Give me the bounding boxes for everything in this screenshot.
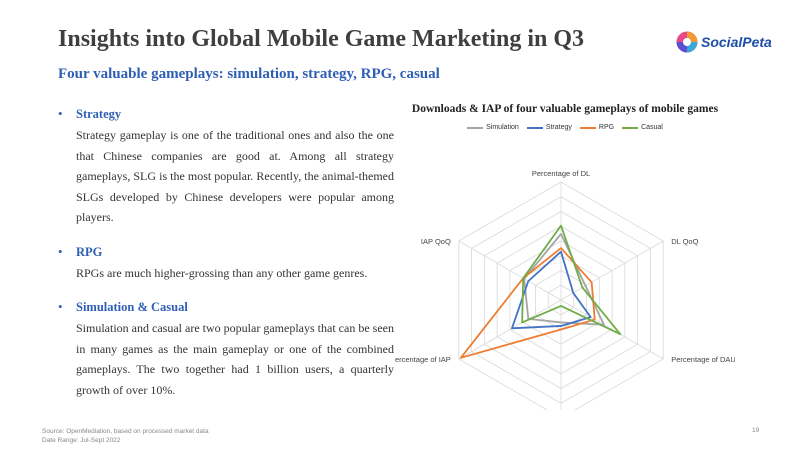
radar-axis-label: Percentage of DAU <box>671 355 735 364</box>
radar-axis-label: DL QoQ <box>671 237 698 246</box>
radar-axis-label: Percentage of DL <box>532 169 590 178</box>
radar-spoke <box>560 240 664 301</box>
legend-item-strategy: Strategy <box>526 124 572 131</box>
source-note: Source: OpenMediation, based on processe… <box>42 428 209 435</box>
radar-series-casual <box>521 224 622 336</box>
radar-axis-label: Percentage of IAP <box>395 355 451 364</box>
radar-series-simulation <box>523 233 605 326</box>
section-body: Strategy gameplay is one of the traditio… <box>76 128 394 224</box>
radar-spoke <box>458 299 562 360</box>
logo-text: SocialPeta <box>701 34 772 50</box>
legend-swatch <box>526 126 543 129</box>
section-strategy: • Strategy Strategy gameplay is one of t… <box>58 106 394 228</box>
legend-item-casual: Casual <box>622 124 663 131</box>
section-title: Simulation & Casual <box>76 300 188 314</box>
radar-grid-ring <box>458 181 664 410</box>
legend-label: RPG <box>598 124 615 131</box>
page-number: 19 <box>752 427 760 434</box>
section-title: Strategy <box>76 107 122 121</box>
page-title: Insights into Global Mobile Game Marketi… <box>58 26 585 52</box>
section-body: RPGs are much higher-grossing than any o… <box>76 265 368 280</box>
section-simulation-casual: • Simulation & Casual Simulation and cas… <box>58 299 394 400</box>
bullet-icon: • <box>58 106 63 121</box>
legend-swatch <box>467 126 484 129</box>
page-subtitle: Four valuable gameplays: simulation, str… <box>58 66 440 82</box>
section-title: RPG <box>76 244 103 259</box>
legend-label: Strategy <box>545 124 572 131</box>
legend-label: Simulation <box>486 124 519 131</box>
section-body: Simulation and casual are two popular ga… <box>76 321 394 397</box>
socialpeta-logo-icon <box>676 31 698 53</box>
radar-spoke <box>458 240 562 301</box>
bullet-icon: • <box>58 243 63 259</box>
footer-notes: Source: OpenMediation, based on processe… <box>42 427 209 445</box>
section-rpg: • RPG RPGs are much higher-grossing than… <box>58 244 394 284</box>
legend-swatch <box>579 126 596 129</box>
legend-item-simulation: Simulation <box>467 124 519 131</box>
radar-series-group <box>459 224 622 359</box>
legend-item-rpg: RPG <box>579 124 615 131</box>
brand-logo: SocialPeta <box>676 28 772 56</box>
radar-series-strategy <box>511 250 592 330</box>
insights-list: • Strategy Strategy gameplay is one of t… <box>58 106 394 416</box>
radar-axis-label: IAP QoQ <box>421 237 451 246</box>
chart-legend: Simulation Strategy RPG Casual <box>400 124 730 131</box>
radar-grid <box>458 181 664 410</box>
date-range-note: Date Range: Jul-Sept 2022 <box>42 437 121 444</box>
chart-title: Downloads & IAP of four valuable gamepla… <box>411 103 719 115</box>
bullet-icon: • <box>58 299 63 314</box>
legend-swatch <box>622 126 639 129</box>
legend-label: Casual <box>641 124 663 131</box>
